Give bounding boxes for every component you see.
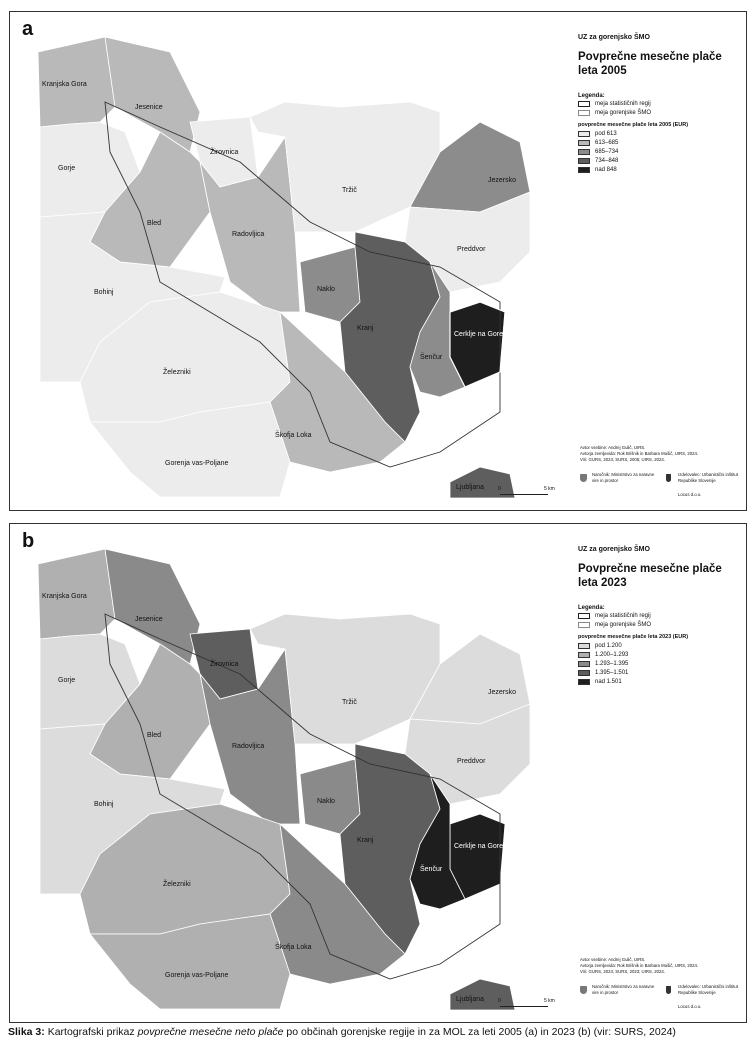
client-logo: Naročnik: Ministrstvo za naravne vire in… [580, 472, 662, 483]
legend-class-2: 685–734 [578, 147, 743, 156]
label-jezersko: Jezersko [488, 177, 516, 184]
label-zelezniki: Železniki [163, 879, 191, 888]
label-ljubljana: Ljubljana [456, 996, 484, 1003]
municipality-gorenja-vas-poljane [89, 401, 291, 498]
map-info: UZ za gorenjsko ŠMO Povprečne mesečne pl… [578, 34, 743, 174]
map-credits: Avtor vsebine: Andrej Gulič, UIRS. Avtor… [580, 445, 699, 462]
legend-class-3: 734–848 [578, 156, 743, 165]
map-subtitle: UZ za gorenjsko ŠMO [578, 34, 650, 41]
municipality-ljubljana [449, 466, 516, 499]
ministry-crest-icon [580, 986, 587, 994]
legend-class-0: pod 613 [578, 129, 743, 138]
label-kranj: Kranj [357, 325, 374, 332]
municipality-bohinj [39, 211, 226, 383]
municipality-bohinj [39, 723, 226, 895]
legend-class-4: nad 1.501 [578, 677, 743, 686]
label-gorje: Gorje [58, 677, 75, 684]
uirs-logo-icon [666, 986, 671, 994]
legend-class-title: povprečne mesečne plače leta 2005 (EUR) [578, 122, 689, 128]
scale-bar: 0 5 km [498, 486, 556, 498]
legend-class-2: 1.293–1.395 [578, 659, 743, 668]
municipality-skofja-loka [269, 310, 406, 473]
label-bohinj: Bohinj [94, 801, 114, 808]
legend-region-boundary: meja statističnih regij [578, 99, 743, 108]
map-title: Povprečne mesečne plače leta 2005 [578, 51, 722, 77]
uirs-logo-icon [666, 474, 671, 482]
smo-boundary [449, 301, 506, 388]
panel-tag: b [22, 530, 35, 552]
label-jesenice: Jesenice [135, 616, 163, 623]
locus-logo: Locus d.o.o. [678, 1004, 702, 1009]
client-logo: Naročnik: Ministrstvo za naravne vire in… [580, 984, 662, 995]
label-gorenja-vas-poljane: Gorenja vas-Poljane [165, 460, 229, 467]
label-skofja-loka: Škofja Loka [275, 430, 312, 439]
label-cerklje: Cerklje na Gorenjskem [454, 331, 525, 338]
municipality-sencur [409, 261, 466, 398]
label-skofja-loka: Škofja Loka [275, 942, 312, 951]
label-preddvor: Preddvor [457, 758, 486, 765]
label-jesenice: Jesenice [135, 104, 163, 111]
legend-class-3: 1.395–1.501 [578, 668, 743, 677]
label-radovljica: Radovljica [232, 743, 264, 750]
legend-smo-boundary: meja gorenjske ŠMO [578, 620, 743, 629]
legend-class-4: nad 848 [578, 165, 743, 174]
maker-logo: Izdelovalec: Urbanistični inštitut Repub… [666, 984, 746, 995]
maker-logo: Izdelovalec: Urbanistični inštitut Repub… [666, 472, 746, 483]
legend-class-1: 613–685 [578, 138, 743, 147]
label-kranjska-gora: Kranjska Gora [42, 593, 87, 600]
label-radovljica: Radovljica [232, 231, 264, 238]
label-trzic: Tržič [342, 187, 357, 194]
legend-class-1: 1.200–1.293 [578, 650, 743, 659]
map-title: Povprečne mesečne plače leta 2023 [578, 563, 722, 589]
municipality-sencur [409, 773, 466, 910]
label-sencur: Šenčur [420, 864, 443, 873]
figure-caption: Slika 3: Kartografski prikaz povprečne m… [8, 1026, 676, 1038]
label-bled: Bled [147, 732, 161, 739]
region-boundary [104, 613, 501, 980]
map-credits: Avtor vsebine: Andrej Gulič, UIRS. Avtor… [580, 957, 699, 974]
region-boundary [104, 101, 501, 468]
label-ljubljana: Ljubljana [456, 484, 484, 491]
scale-bar: 0 5 km [498, 998, 556, 1010]
ministry-crest-icon [580, 474, 587, 482]
legend-title: Legenda: [578, 93, 605, 99]
label-bled: Bled [147, 220, 161, 227]
municipality-radovljica [199, 135, 301, 313]
legend-class-0: pod 1.200 [578, 641, 743, 650]
label-gorje: Gorje [58, 165, 75, 172]
label-cerklje: Cerklje na Gorenjskem [454, 843, 525, 850]
municipality-ljubljana [449, 978, 516, 1011]
label-kranj: Kranj [357, 837, 374, 844]
municipality-skofja-loka [269, 822, 406, 985]
label-jezersko: Jezersko [488, 689, 516, 696]
legend-region-boundary: meja statističnih regij [578, 611, 743, 620]
legend-smo-boundary: meja gorenjske ŠMO [578, 108, 743, 117]
map-2023: Kranjska Gora Jesenice Žirovnica Gorje B… [37, 548, 531, 1011]
locus-logo: Locus d.o.o. [678, 492, 702, 497]
map-panel-2023: Kranjska Gora Jesenice Žirovnica Gorje B… [9, 523, 747, 1023]
label-zelezniki: Železniki [163, 367, 191, 376]
label-naklo: Naklo [317, 798, 335, 805]
map-info: UZ za gorenjsko ŠMO Povprečne mesečne pl… [578, 546, 743, 686]
label-zirovnica: Žirovnica [210, 659, 239, 668]
label-sencur: Šenčur [420, 352, 443, 361]
panel-tag: a [22, 18, 34, 40]
map-2005: Kranjska Gora Jesenice Žirovnica Gorje B… [37, 36, 531, 499]
map-panel-2005: Kranjska Gora Jesenice Žirovnica Gorje B… [9, 11, 747, 511]
map-subtitle: UZ za gorenjsko ŠMO [578, 546, 650, 553]
label-kranjska-gora: Kranjska Gora [42, 81, 87, 88]
label-naklo: Naklo [317, 286, 335, 293]
label-zirovnica: Žirovnica [210, 147, 239, 156]
label-gorenja-vas-poljane: Gorenja vas-Poljane [165, 972, 229, 979]
municipality-radovljica [199, 647, 301, 825]
label-trzic: Tržič [342, 699, 357, 706]
legend-class-title: povprečne mesečne plače leta 2023 (EUR) [578, 634, 689, 640]
label-preddvor: Preddvor [457, 246, 486, 253]
label-bohinj: Bohinj [94, 289, 114, 296]
municipality-gorenja-vas-poljane [89, 913, 291, 1010]
legend-title: Legenda: [578, 605, 605, 611]
